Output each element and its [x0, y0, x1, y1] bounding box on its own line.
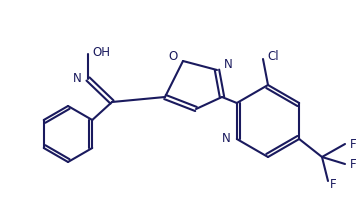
Text: N: N: [224, 59, 233, 71]
Text: Cl: Cl: [267, 51, 279, 64]
Text: N: N: [222, 133, 231, 145]
Text: OH: OH: [92, 46, 110, 60]
Text: F: F: [350, 138, 356, 150]
Text: F: F: [330, 177, 337, 190]
Text: N: N: [73, 71, 82, 84]
Text: F: F: [350, 158, 356, 171]
Text: O: O: [169, 50, 178, 62]
